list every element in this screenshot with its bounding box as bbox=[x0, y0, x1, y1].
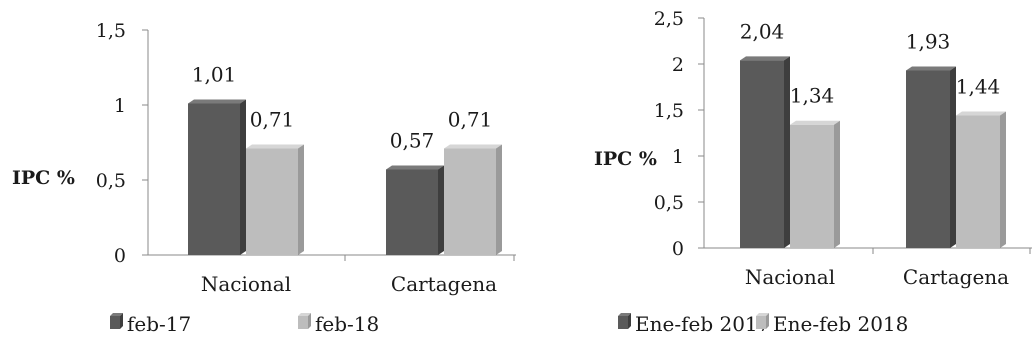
bar-side bbox=[834, 120, 840, 248]
category-label: Cartagena bbox=[391, 272, 497, 296]
category-label: Nacional bbox=[201, 272, 291, 296]
y-tick-label: 2,5 bbox=[654, 8, 684, 30]
data-label: 1,93 bbox=[906, 29, 951, 53]
bar-2-cartagena bbox=[956, 111, 1006, 249]
y-tick-label: 2 bbox=[672, 54, 684, 76]
bar-top bbox=[386, 165, 444, 170]
bar-top bbox=[956, 111, 1006, 116]
y-tick-label: 0 bbox=[114, 245, 126, 267]
chart-right-svg: 0 0,5 1 1,5 2 2,5 IPC % Nacional 2,04 1,34 Cartage… bbox=[594, 8, 1032, 336]
bar-top bbox=[740, 56, 790, 61]
data-label: 2,04 bbox=[740, 19, 785, 43]
bar-front bbox=[246, 148, 298, 255]
y-tick-label: 0 bbox=[672, 238, 684, 260]
legend-label: feb-18 bbox=[315, 312, 379, 336]
bar-side bbox=[784, 56, 790, 248]
bar-1-nacional bbox=[740, 56, 790, 248]
bar-front bbox=[956, 115, 1000, 249]
y-tick-label: 1,5 bbox=[654, 100, 684, 122]
data-label: 0,71 bbox=[250, 108, 295, 132]
chart-right: 0 0,5 1 1,5 2 2,5 IPC % Nacional 2,04 1,34 Cartage… bbox=[516, 0, 1032, 345]
bar-top bbox=[188, 99, 246, 104]
bar-top bbox=[444, 144, 502, 149]
bar-1-cartagena bbox=[386, 165, 444, 255]
bar-front bbox=[906, 70, 950, 248]
legend-label: Ene-feb 2018 bbox=[773, 312, 908, 336]
y-axis-label: IPC % bbox=[12, 167, 75, 189]
legend-label: feb-17 bbox=[127, 312, 191, 336]
bar-2-cartagena bbox=[444, 144, 502, 255]
legend-swatch-1 bbox=[110, 313, 123, 329]
bar-2-nacional bbox=[790, 120, 840, 248]
bar-side bbox=[1000, 111, 1006, 249]
y-tick-label: 1 bbox=[672, 146, 684, 168]
y-tick-label: 0,5 bbox=[96, 170, 126, 192]
bar-side bbox=[950, 66, 956, 248]
legend-label: Ene-feb 2017 bbox=[635, 312, 770, 336]
chart-left-svg: 0 0,5 1 1,5 IPC % Nacional 1,01 0,71 Cartagena 0,… bbox=[12, 20, 516, 336]
bar-side bbox=[438, 165, 444, 255]
chart-left: 0 0,5 1 1,5 IPC % Nacional 1,01 0,71 Cartagena 0,… bbox=[0, 0, 516, 345]
data-label: 1,34 bbox=[790, 84, 835, 108]
data-label: 0,57 bbox=[390, 129, 435, 153]
bar-side bbox=[298, 144, 304, 255]
bar-front bbox=[188, 103, 240, 255]
y-tick-label: 1 bbox=[114, 95, 126, 117]
bar-1-nacional bbox=[188, 99, 246, 255]
bar-top bbox=[906, 66, 956, 71]
data-label: 1,01 bbox=[192, 63, 237, 87]
bar-front bbox=[444, 148, 496, 255]
bar-front bbox=[790, 124, 834, 248]
legend-swatch-2 bbox=[298, 313, 311, 329]
category-label: Cartagena bbox=[903, 265, 1009, 289]
bar-top bbox=[790, 120, 840, 125]
bar-side bbox=[496, 144, 502, 255]
data-label: 1,44 bbox=[956, 75, 1001, 99]
category-label: Nacional bbox=[745, 265, 835, 289]
y-tick-label: 0,5 bbox=[654, 192, 684, 214]
bar-top bbox=[246, 144, 304, 149]
bar-side bbox=[240, 99, 246, 255]
bar-front bbox=[740, 60, 784, 248]
data-label: 0,71 bbox=[448, 108, 493, 132]
y-tick-label: 1,5 bbox=[96, 20, 126, 42]
y-axis-label: IPC % bbox=[594, 148, 657, 170]
legend-swatch-2 bbox=[756, 313, 769, 329]
bar-1-cartagena bbox=[906, 66, 956, 248]
bar-2-nacional bbox=[246, 144, 304, 255]
bar-front bbox=[386, 169, 438, 255]
legend-swatch-1 bbox=[618, 313, 631, 329]
